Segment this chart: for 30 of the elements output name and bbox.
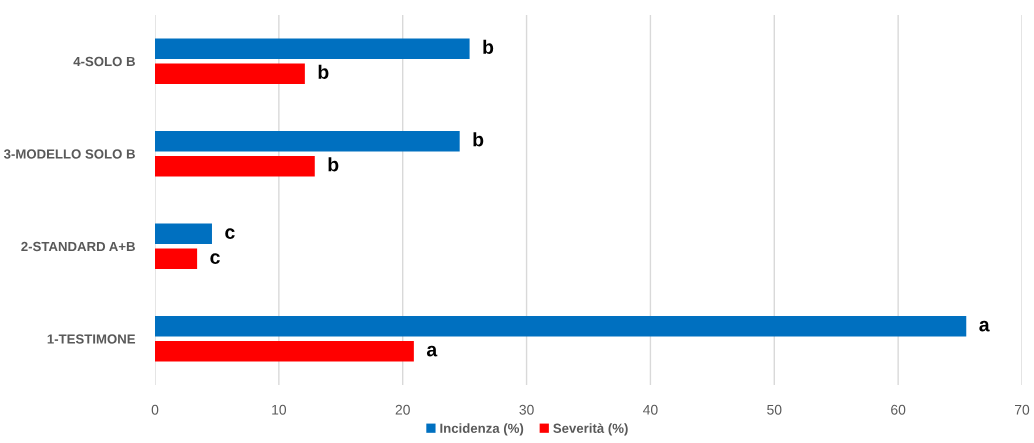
y-tick-label: 3-MODELLO SOLO B bbox=[3, 149, 135, 159]
x-tick-label: 40 bbox=[643, 404, 658, 415]
legend-label: Incidenza (%) bbox=[440, 423, 524, 436]
bar bbox=[155, 131, 460, 152]
data-label: c bbox=[210, 253, 220, 264]
data-label: b bbox=[328, 157, 339, 172]
data-label: a bbox=[979, 320, 990, 332]
legend-label: Severità (%) bbox=[553, 423, 628, 436]
bar bbox=[155, 63, 305, 84]
x-tick-label: 60 bbox=[891, 404, 906, 415]
data-label: a bbox=[426, 345, 438, 357]
x-tick-label: 50 bbox=[767, 404, 782, 415]
y-tick-label: 2-STANDARD A+B bbox=[21, 241, 135, 252]
x-tick-label: 70 bbox=[1014, 404, 1030, 415]
bar bbox=[155, 341, 414, 362]
bar bbox=[155, 223, 212, 244]
bar bbox=[155, 156, 315, 177]
bar bbox=[155, 38, 470, 59]
x-tick-label: 20 bbox=[395, 404, 410, 415]
data-label: c bbox=[225, 228, 235, 239]
x-tick-label: 30 bbox=[519, 404, 534, 415]
bar bbox=[155, 316, 967, 337]
data-label: b bbox=[483, 39, 494, 54]
data-label: b bbox=[318, 64, 329, 79]
y-tick-label: 4-SOLO B bbox=[73, 56, 135, 67]
y-tick-label: 1-TESTIMONE bbox=[47, 334, 136, 344]
data-label: b bbox=[473, 132, 484, 147]
bar bbox=[155, 248, 198, 269]
x-tick-label: 10 bbox=[272, 404, 287, 415]
x-tick-label: 0 bbox=[151, 404, 159, 415]
